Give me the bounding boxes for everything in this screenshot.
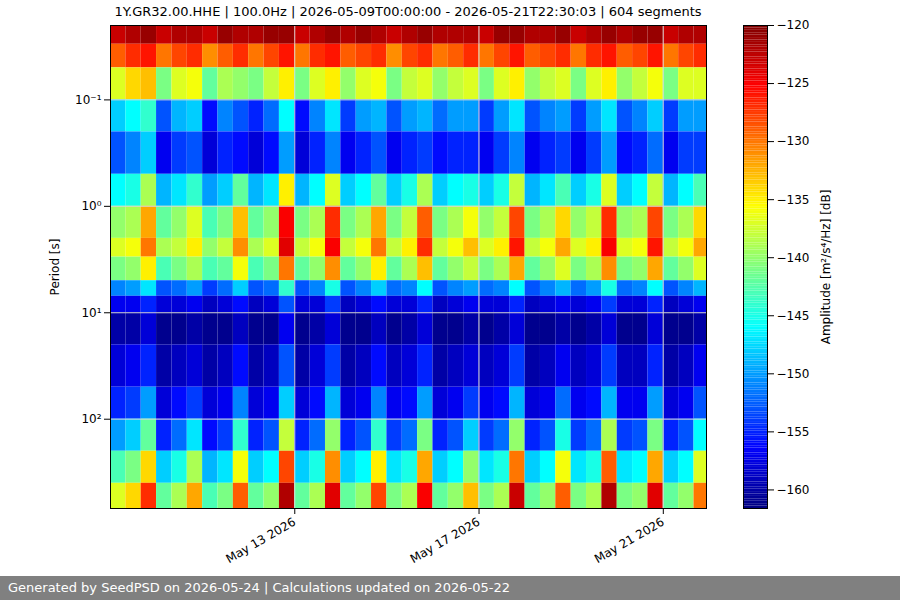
svg-text:−140: −140 xyxy=(777,251,810,265)
svg-text:10⁻¹: 10⁻¹ xyxy=(75,93,102,107)
svg-text:10²: 10² xyxy=(81,412,101,426)
svg-text:10¹: 10¹ xyxy=(81,306,101,320)
svg-text:Amplitude [m²/s⁴/Hz] [dB]: Amplitude [m²/s⁴/Hz] [dB] xyxy=(819,190,833,345)
svg-text:−150: −150 xyxy=(777,367,810,381)
svg-text:May 21 2026: May 21 2026 xyxy=(592,515,667,566)
svg-text:−160: −160 xyxy=(777,483,810,497)
svg-text:10⁰: 10⁰ xyxy=(81,199,101,213)
svg-text:May 13 2026: May 13 2026 xyxy=(223,515,298,566)
svg-text:−120: −120 xyxy=(777,18,810,32)
svg-text:−145: −145 xyxy=(777,309,810,323)
svg-text:−155: −155 xyxy=(777,425,810,439)
svg-text:−130: −130 xyxy=(777,134,810,148)
svg-text:−125: −125 xyxy=(777,76,810,90)
svg-text:May 17 2026: May 17 2026 xyxy=(408,515,483,566)
html-text:1Y.GR32.00.HHE | 100.0Hz | 202: 1Y.GR32.00.HHE | 100.0Hz | 2026-05-09T00… xyxy=(114,4,702,19)
svg-text:−135: −135 xyxy=(777,192,810,206)
svg-text:Period [s]: Period [s] xyxy=(48,239,62,296)
html-text:Generated by SeedPSD on 2026-0: Generated by SeedPSD on 2026-05-24 | Cal… xyxy=(8,580,510,595)
